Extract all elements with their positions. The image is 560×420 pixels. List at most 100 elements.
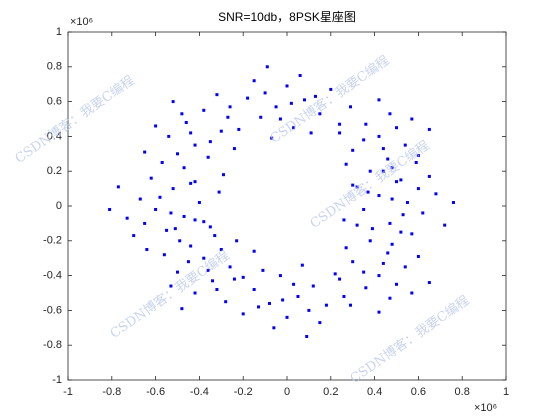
- point: [285, 315, 289, 319]
- point: [355, 223, 359, 227]
- point: [364, 122, 368, 126]
- point: [237, 127, 241, 131]
- point: [272, 326, 276, 330]
- y-tick-label: 1: [56, 26, 62, 38]
- point: [351, 148, 355, 152]
- point: [381, 147, 385, 151]
- point: [451, 201, 455, 205]
- x-tick-label: -0.2: [234, 386, 253, 398]
- point: [388, 112, 392, 116]
- point: [211, 279, 215, 283]
- point: [143, 150, 147, 154]
- point: [410, 232, 414, 236]
- x-tick-label: 1: [503, 386, 509, 398]
- point: [324, 303, 328, 307]
- point: [309, 131, 313, 135]
- point: [208, 225, 212, 229]
- y-tick-label: 0.6: [47, 96, 62, 108]
- point: [219, 248, 223, 251]
- point: [267, 301, 271, 305]
- x-tick-label: 0: [284, 386, 290, 398]
- point: [182, 214, 186, 218]
- point: [263, 91, 267, 95]
- point: [390, 197, 394, 201]
- point: [305, 335, 309, 338]
- point: [158, 195, 162, 199]
- point: [370, 227, 374, 231]
- point: [171, 100, 175, 104]
- point: [368, 169, 372, 173]
- x-tick-label: -0.6: [146, 386, 165, 398]
- point: [206, 155, 210, 159]
- point: [184, 120, 188, 124]
- point: [349, 303, 353, 307]
- point: [349, 105, 353, 109]
- point: [176, 152, 179, 156]
- point: [180, 112, 184, 116]
- point: [300, 263, 304, 267]
- point: [427, 281, 431, 285]
- point: [427, 174, 431, 178]
- point: [274, 105, 278, 109]
- point: [193, 218, 197, 222]
- point: [189, 244, 193, 248]
- point: [261, 268, 265, 272]
- y-tick-label: 0.2: [47, 165, 62, 177]
- point: [180, 307, 184, 311]
- point: [399, 230, 403, 234]
- point: [193, 291, 197, 295]
- point: [143, 221, 147, 225]
- point: [303, 98, 307, 102]
- point: [377, 98, 381, 102]
- point: [377, 310, 381, 314]
- point: [232, 277, 236, 281]
- point: [241, 312, 245, 316]
- point: [421, 211, 425, 215]
- point: [169, 284, 173, 288]
- point: [138, 197, 142, 201]
- point: [108, 207, 112, 211]
- point: [224, 300, 228, 304]
- point: [362, 138, 366, 142]
- chart-title: SNR=10db，8PSK星座图: [218, 9, 356, 24]
- point: [342, 218, 346, 222]
- point: [416, 187, 420, 191]
- point: [388, 221, 392, 225]
- point: [395, 282, 398, 286]
- point: [278, 117, 282, 121]
- x-tick-label: -1: [63, 386, 73, 398]
- point: [252, 288, 256, 292]
- point: [298, 74, 302, 77]
- point: [186, 260, 190, 264]
- point: [178, 239, 182, 243]
- point: [202, 108, 206, 112]
- point: [292, 282, 296, 286]
- point: [416, 154, 420, 158]
- point: [342, 294, 346, 298]
- point: [167, 134, 171, 138]
- point: [427, 127, 431, 131]
- point: [252, 249, 256, 253]
- point: [386, 251, 390, 255]
- point: [217, 190, 221, 194]
- point: [160, 161, 164, 164]
- point: [206, 268, 210, 272]
- point: [193, 143, 197, 147]
- point: [289, 101, 293, 105]
- x-tick-label: 0.8: [455, 386, 470, 398]
- y-tick-label: -0.2: [43, 235, 62, 247]
- point: [381, 261, 385, 265]
- point: [434, 192, 438, 196]
- x-tick-label: -0.8: [102, 386, 121, 398]
- point: [377, 274, 381, 278]
- point: [226, 115, 230, 119]
- point: [338, 131, 342, 135]
- point: [388, 296, 392, 300]
- point: [193, 180, 197, 184]
- point: [395, 180, 398, 184]
- point: [265, 65, 269, 69]
- x-tick-label: 0.2: [323, 386, 338, 398]
- x-tick-label: 0.4: [367, 386, 382, 398]
- point: [182, 166, 186, 170]
- point: [215, 288, 219, 292]
